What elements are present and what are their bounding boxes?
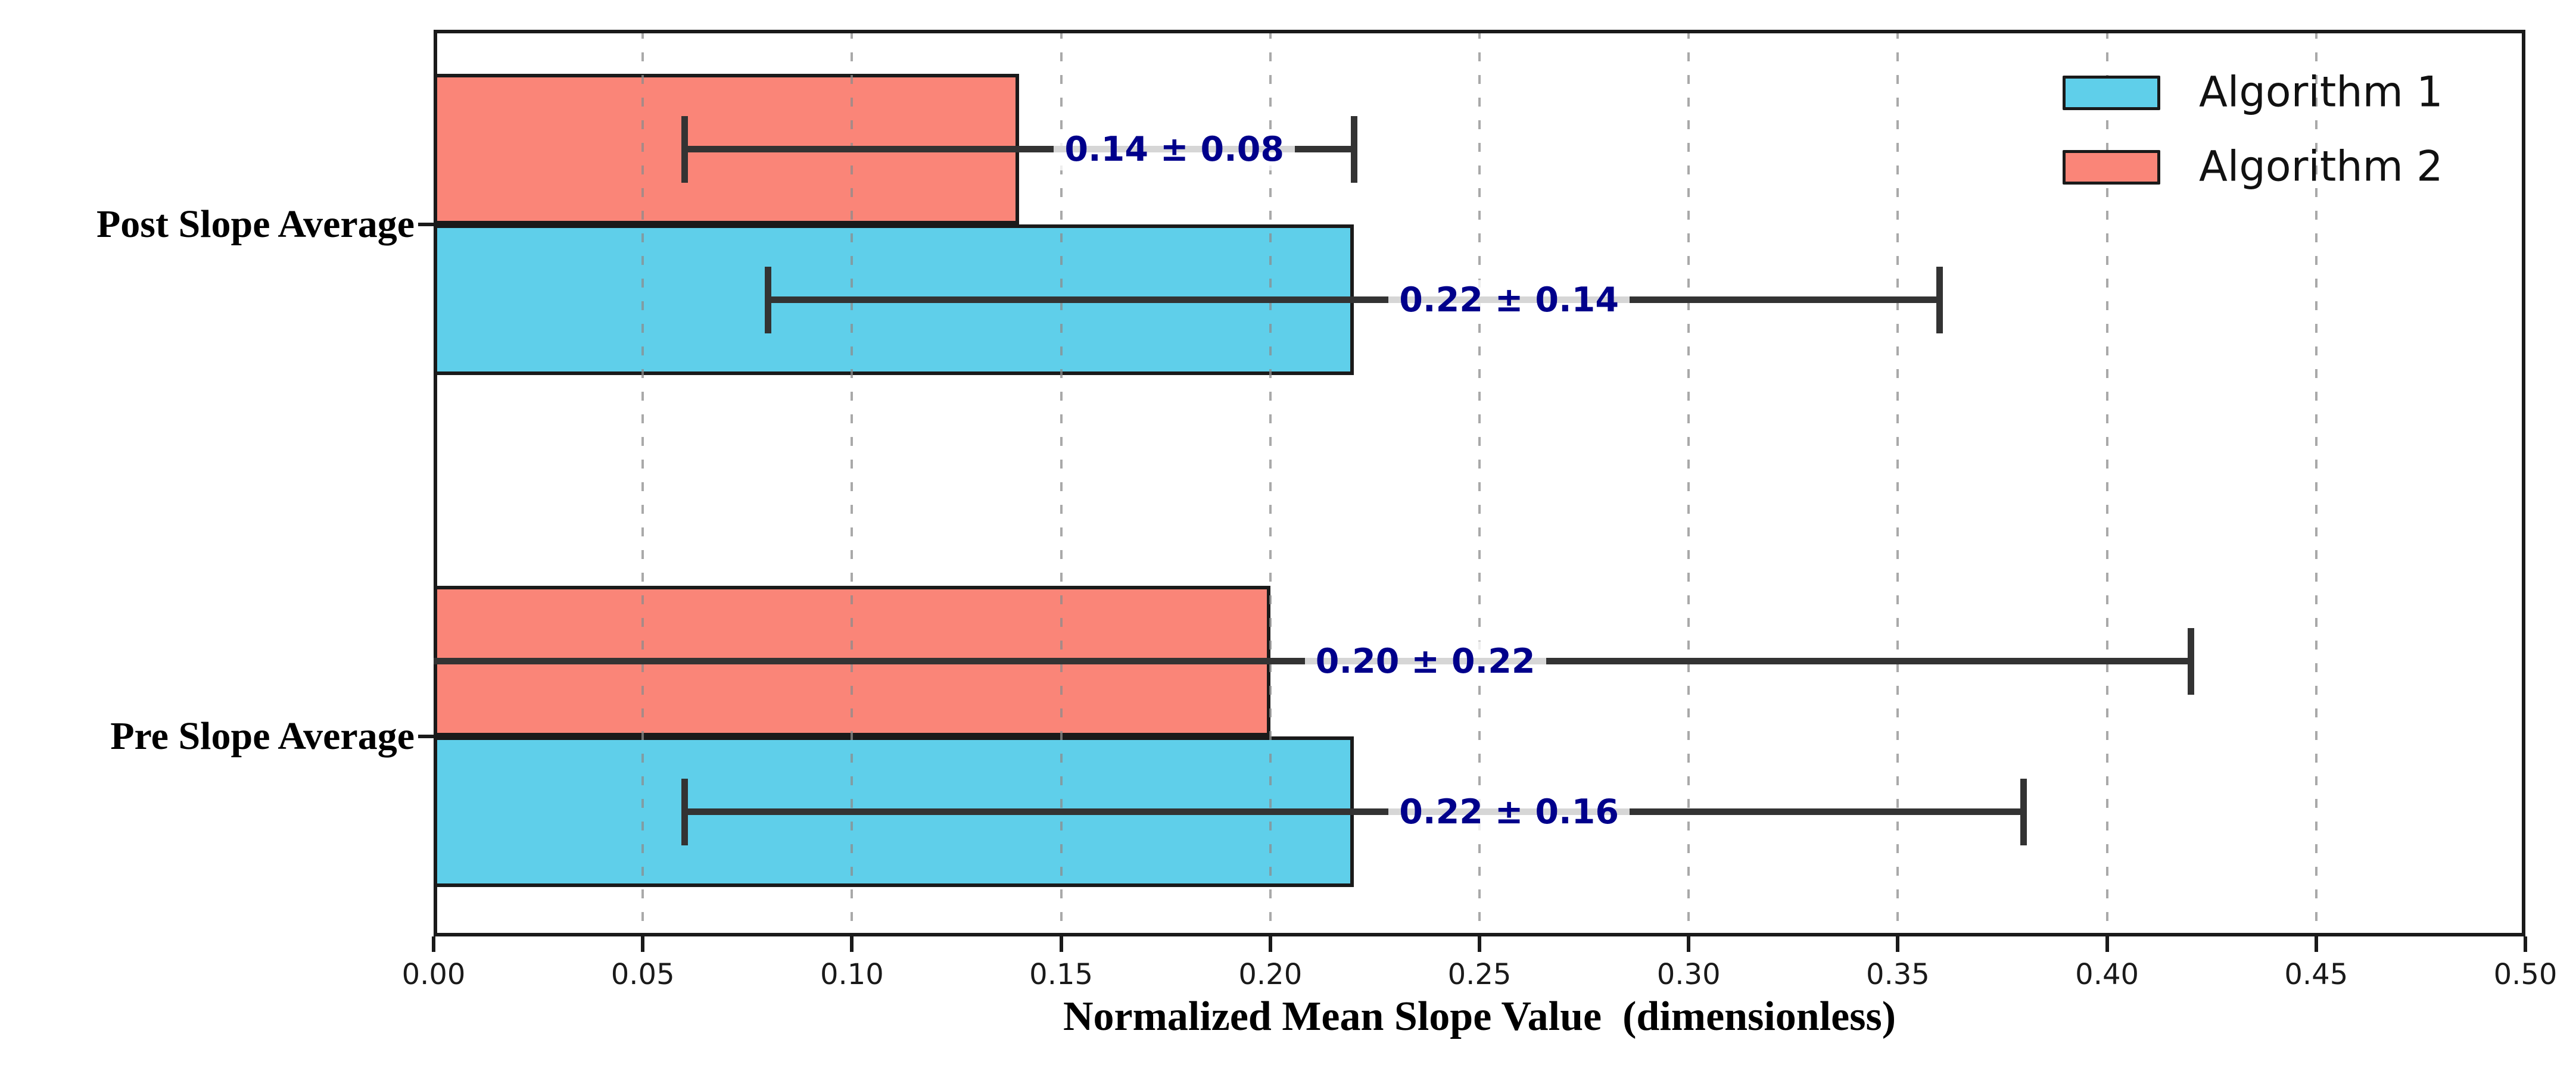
y-category-label-post: Post Slope Average xyxy=(96,202,415,246)
gridline-x-0.05 xyxy=(641,30,644,936)
x-tick-label-0.35: 0.35 xyxy=(1865,958,1930,991)
value-label-algorithm-2-post: 0.14 ± 0.08 xyxy=(1054,129,1295,171)
x-tick-0.00 xyxy=(432,936,435,952)
legend-swatch-algorithm-1 xyxy=(2063,76,2160,110)
x-tick-label-0.40: 0.40 xyxy=(2075,958,2139,991)
error-cap-right-algorithm-1-post xyxy=(1936,266,1943,333)
x-tick-0.40 xyxy=(2105,936,2109,952)
gridline-x-0.45 xyxy=(2315,30,2318,936)
x-tick-label-0.30: 0.30 xyxy=(1656,958,1721,991)
value-label-algorithm-2-pre: 0.20 ± 0.22 xyxy=(1304,641,1546,683)
error-cap-left-algorithm-1-pre xyxy=(681,778,688,845)
x-tick-0.10 xyxy=(850,936,854,952)
value-label-algorithm-1-post: 0.22 ± 0.14 xyxy=(1388,279,1630,321)
y-tick-post xyxy=(418,223,434,226)
x-tick-label-0.15: 0.15 xyxy=(1029,958,1094,991)
x-tick-0.45 xyxy=(2314,936,2318,952)
legend-swatch-algorithm-2 xyxy=(2063,150,2160,185)
value-label-algorithm-1-pre: 0.22 ± 0.16 xyxy=(1388,791,1630,833)
error-bar-algorithm-2-post xyxy=(684,146,1354,152)
legend-label-algorithm-2: Algorithm 2 xyxy=(2199,142,2443,191)
gridline-x-0.25 xyxy=(1478,30,1481,936)
x-axis-title: Normalized Mean Slope Value (dimensionle… xyxy=(1063,994,1896,1039)
error-bar-algorithm-1-pre xyxy=(684,808,2024,815)
x-tick-0.20 xyxy=(1268,936,1272,952)
x-tick-0.35 xyxy=(1896,936,1900,952)
x-tick-label-0.10: 0.10 xyxy=(820,958,884,991)
gridline-x-0.10 xyxy=(851,30,854,936)
x-tick-label-0.00: 0.00 xyxy=(401,958,466,991)
y-tick-pre xyxy=(418,735,434,738)
error-cap-right-algorithm-1-pre xyxy=(2020,778,2027,845)
gridline-x-0.15 xyxy=(1060,30,1063,936)
gridline-x-0.40 xyxy=(2105,30,2108,936)
gridline-x-0.35 xyxy=(1896,30,1899,936)
x-tick-0.30 xyxy=(1687,936,1691,952)
error-cap-left-algorithm-2-post xyxy=(681,115,688,183)
x-tick-0.25 xyxy=(1478,936,1481,952)
error-cap-right-algorithm-2-pre xyxy=(2187,627,2194,695)
x-tick-label-0.20: 0.20 xyxy=(1238,958,1303,991)
gridline-x-0.30 xyxy=(1687,30,1690,936)
gridline-x-0.20 xyxy=(1269,30,1272,936)
x-tick-label-0.25: 0.25 xyxy=(1447,958,1512,991)
x-tick-label-0.05: 0.05 xyxy=(610,958,675,991)
y-category-label-pre: Pre Slope Average xyxy=(110,714,415,758)
error-cap-right-algorithm-2-post xyxy=(1350,115,1357,183)
x-tick-0.15 xyxy=(1059,936,1063,952)
error-cap-left-algorithm-1-post xyxy=(765,266,772,333)
error-bar-algorithm-1-post xyxy=(768,296,1940,303)
x-tick-label-0.45: 0.45 xyxy=(2284,958,2348,991)
x-tick-0.50 xyxy=(2524,936,2527,952)
x-tick-0.05 xyxy=(641,936,645,952)
x-tick-label-0.50: 0.50 xyxy=(2493,958,2558,991)
legend-label-algorithm-1: Algorithm 1 xyxy=(2199,67,2443,117)
